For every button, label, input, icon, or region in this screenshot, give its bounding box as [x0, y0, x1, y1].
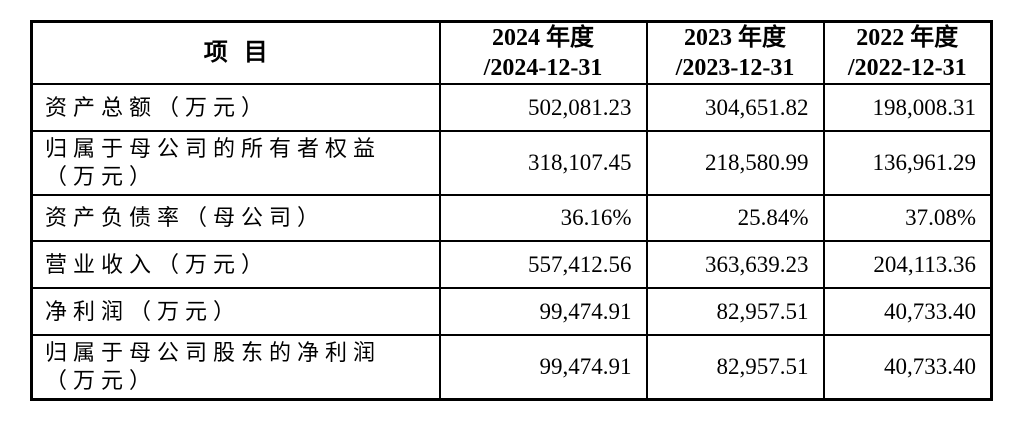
- table-row-parent-net-profit: 归属于母公司股东的净利润（万元） 99,474.91 82,957.51 40,…: [30, 334, 993, 400]
- header-period-2023: 2023 年度 /2023-12-31: [645, 20, 825, 85]
- table-row-revenue: 营业收入（万元） 557,412.56 363,639.23 204,113.3…: [30, 240, 993, 289]
- value-2024: 99,474.91: [438, 287, 648, 336]
- header-period-2022: 2022 年度 /2022-12-31: [822, 20, 993, 85]
- value-2022: 136,961.29: [822, 130, 993, 196]
- header-period-2023-date: /2023-12-31: [675, 55, 795, 81]
- financial-summary-table: 项 目 2024 年度 /2024-12-31 2023 年度 /2023-12…: [30, 20, 993, 401]
- row-label: 营业收入（万元）: [30, 240, 441, 289]
- header-period-2024-date: /2024-12-31: [483, 55, 603, 81]
- header-period-2024-year: 2024 年度: [492, 25, 594, 51]
- row-label: 归属于母公司的所有者权益（万元）: [30, 130, 441, 196]
- header-period-2022-year: 2022 年度: [856, 25, 959, 51]
- value-2023: 304,651.82: [645, 83, 825, 132]
- value-2024: 557,412.56: [438, 240, 648, 289]
- value-2023: 218,580.99: [645, 130, 825, 196]
- header-period-2024: 2024 年度 /2024-12-31: [438, 20, 648, 85]
- value-2024: 99,474.91: [438, 334, 648, 400]
- row-label: 归属于母公司股东的净利润（万元）: [30, 334, 441, 400]
- table-row-parent-equity: 归属于母公司的所有者权益（万元） 318,107.45 218,580.99 1…: [30, 130, 993, 196]
- value-2023: 363,639.23: [645, 240, 825, 289]
- value-2024: 318,107.45: [438, 130, 648, 196]
- value-2023: 82,957.51: [645, 287, 825, 336]
- value-2024: 36.16%: [438, 194, 648, 242]
- table-row-total-assets: 资产总额（万元） 502,081.23 304,651.82 198,008.3…: [30, 83, 993, 132]
- header-row: 项 目 2024 年度 /2024-12-31 2023 年度 /2023-12…: [30, 20, 993, 85]
- header-item: 项 目: [30, 20, 441, 85]
- value-2022: 40,733.40: [822, 287, 993, 336]
- value-2023: 25.84%: [645, 194, 825, 242]
- value-2022: 204,113.36: [822, 240, 993, 289]
- row-label: 净利润（万元）: [30, 287, 441, 336]
- value-2022: 40,733.40: [822, 334, 993, 400]
- header-period-2022-date: /2022-12-31: [847, 55, 967, 81]
- value-2022: 37.08%: [822, 194, 993, 242]
- value-2023: 82,957.51: [645, 334, 825, 400]
- value-2024: 502,081.23: [438, 83, 648, 132]
- header-period-2023-year: 2023 年度: [684, 25, 786, 51]
- value-2022: 198,008.31: [822, 83, 993, 132]
- table-row-debt-ratio: 资产负债率（母公司） 36.16% 25.84% 37.08%: [30, 194, 993, 242]
- table-row-net-profit: 净利润（万元） 99,474.91 82,957.51 40,733.40: [30, 287, 993, 336]
- row-label: 资产负债率（母公司）: [30, 194, 441, 242]
- row-label: 资产总额（万元）: [30, 83, 441, 132]
